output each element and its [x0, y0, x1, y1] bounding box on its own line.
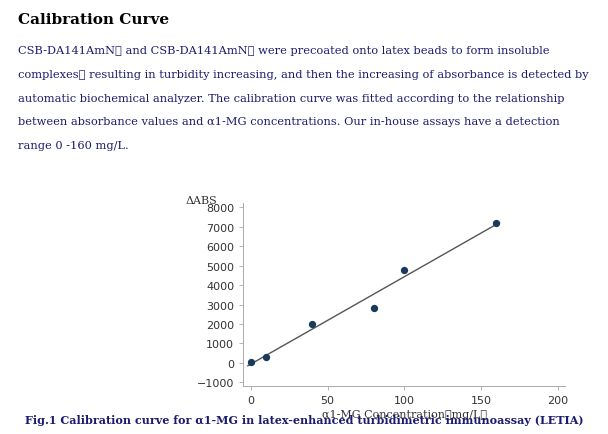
Text: Calibration Curve: Calibration Curve [18, 13, 170, 27]
Text: between absorbance values and α1-MG concentrations. Our in-house assays have a d: between absorbance values and α1-MG conc… [18, 117, 560, 127]
Point [369, 305, 379, 312]
Point [246, 358, 256, 365]
Point [308, 321, 317, 328]
Text: Fig.1 Calibration curve for α1-MG in latex-enhanced turbidimetric immunoassay (L: Fig.1 Calibration curve for α1-MG in lat… [25, 414, 583, 425]
X-axis label: α1-MG Concentration（mg/L）: α1-MG Concentration（mg/L） [322, 409, 487, 419]
Point [399, 266, 409, 273]
Text: range 0 -160 mg/L.: range 0 -160 mg/L. [18, 141, 129, 151]
Text: complexes， resulting in turbidity increasing, and then the increasing of absorba: complexes， resulting in turbidity increa… [18, 69, 589, 79]
Point [261, 354, 271, 361]
Y-axis label: ΔABS: ΔABS [185, 195, 217, 205]
Point [491, 220, 501, 227]
Text: CSB-DA141AmN① and CSB-DA141AmN② were precoated onto latex beads to form insolubl: CSB-DA141AmN① and CSB-DA141AmN② were pre… [18, 46, 550, 56]
Text: automatic biochemical analyzer. The calibration curve was fitted according to th: automatic biochemical analyzer. The cali… [18, 93, 565, 103]
